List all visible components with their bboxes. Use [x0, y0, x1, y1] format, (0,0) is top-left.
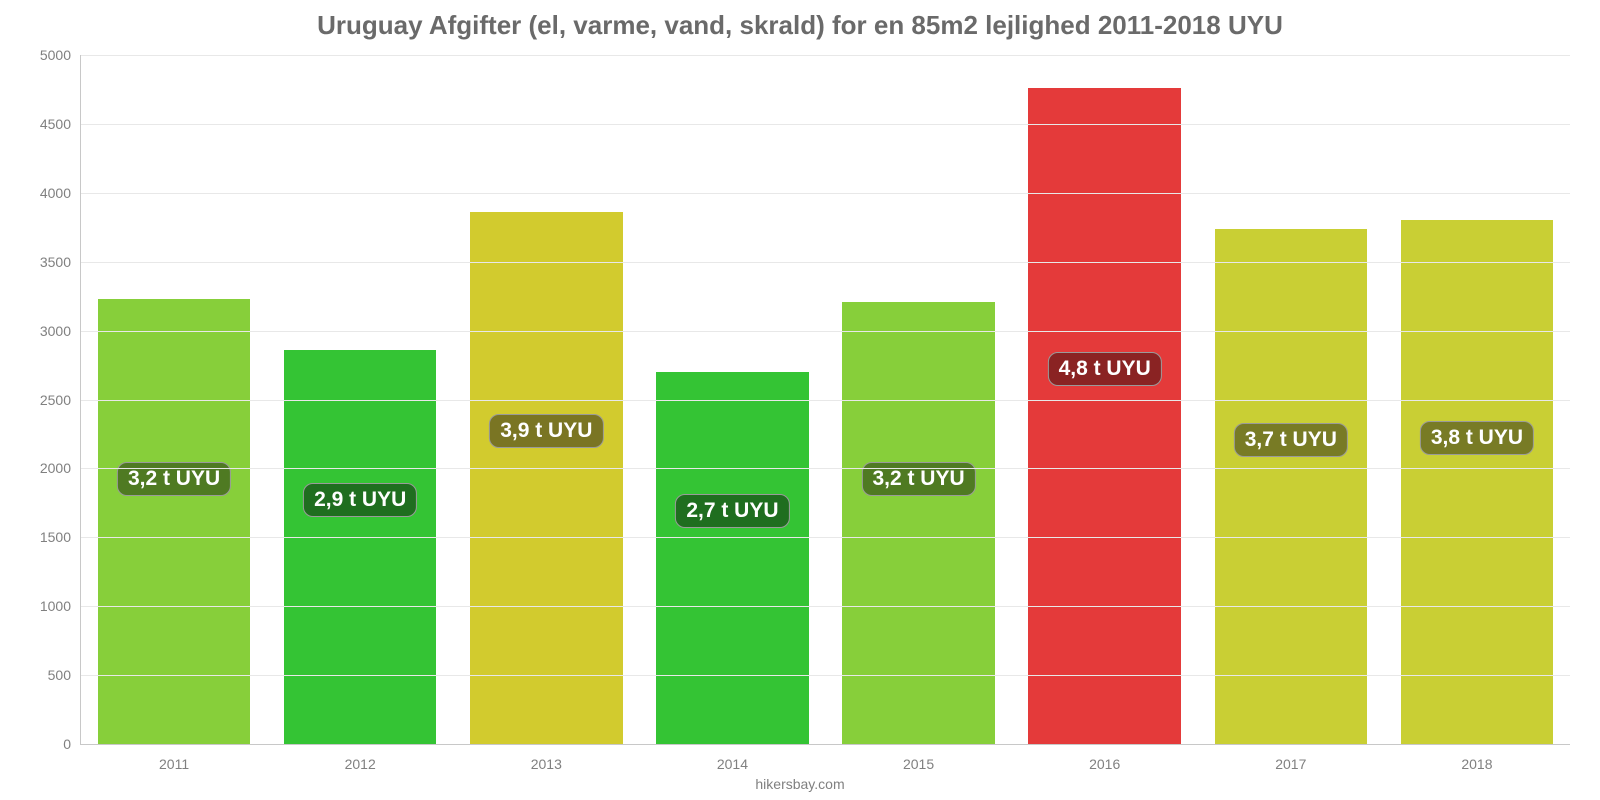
- gridline: [81, 331, 1570, 332]
- y-tick-label: 500: [48, 667, 81, 683]
- value-badge: 4,8 t UYU: [1048, 352, 1162, 386]
- value-badge: 3,2 t UYU: [861, 462, 975, 496]
- gridline: [81, 675, 1570, 676]
- gridline: [81, 124, 1570, 125]
- chart-title: Uruguay Afgifter (el, varme, vand, skral…: [30, 10, 1570, 41]
- gridline: [81, 606, 1570, 607]
- value-badge: 3,9 t UYU: [489, 414, 603, 448]
- gridline: [81, 55, 1570, 56]
- x-tick-label: 2013: [531, 744, 562, 772]
- x-tick-label: 2014: [717, 744, 748, 772]
- bar: 4,8 t UYU: [1028, 88, 1181, 744]
- gridline: [81, 262, 1570, 263]
- bar: 3,2 t UYU: [98, 299, 251, 744]
- footer-text: hikersbay.com: [0, 776, 1600, 792]
- bar: 3,2 t UYU: [842, 302, 995, 744]
- value-badge: 3,7 t UYU: [1234, 423, 1348, 457]
- gridline: [81, 400, 1570, 401]
- bar: 3,9 t UYU: [470, 212, 623, 744]
- y-tick-label: 3000: [40, 323, 81, 339]
- y-tick-label: 2000: [40, 460, 81, 476]
- y-tick-label: 1000: [40, 598, 81, 614]
- x-tick-label: 2017: [1275, 744, 1306, 772]
- y-tick-label: 3500: [40, 254, 81, 270]
- bar: 2,9 t UYU: [284, 350, 437, 744]
- y-tick-label: 4500: [40, 116, 81, 132]
- value-badge: 3,2 t UYU: [117, 462, 231, 496]
- gridline: [81, 193, 1570, 194]
- value-badge: 3,8 t UYU: [1420, 421, 1534, 455]
- value-badge: 2,9 t UYU: [303, 483, 417, 517]
- bar: 2,7 t UYU: [656, 372, 809, 744]
- plot-area: 3,2 t UYU20112,9 t UYU20123,9 t UYU20132…: [80, 55, 1570, 745]
- y-tick-label: 4000: [40, 185, 81, 201]
- bar: 3,8 t UYU: [1401, 220, 1554, 744]
- gridline: [81, 537, 1570, 538]
- gridline: [81, 468, 1570, 469]
- bar: 3,7 t UYU: [1215, 229, 1368, 744]
- y-tick-label: 5000: [40, 47, 81, 63]
- value-badge: 2,7 t UYU: [675, 494, 789, 528]
- y-tick-label: 1500: [40, 529, 81, 545]
- chart-container: Uruguay Afgifter (el, varme, vand, skral…: [0, 0, 1600, 800]
- x-tick-label: 2012: [345, 744, 376, 772]
- x-tick-label: 2015: [903, 744, 934, 772]
- x-tick-label: 2018: [1461, 744, 1492, 772]
- y-tick-label: 0: [63, 736, 81, 752]
- y-tick-label: 2500: [40, 392, 81, 408]
- x-tick-label: 2011: [159, 744, 189, 772]
- x-tick-label: 2016: [1089, 744, 1120, 772]
